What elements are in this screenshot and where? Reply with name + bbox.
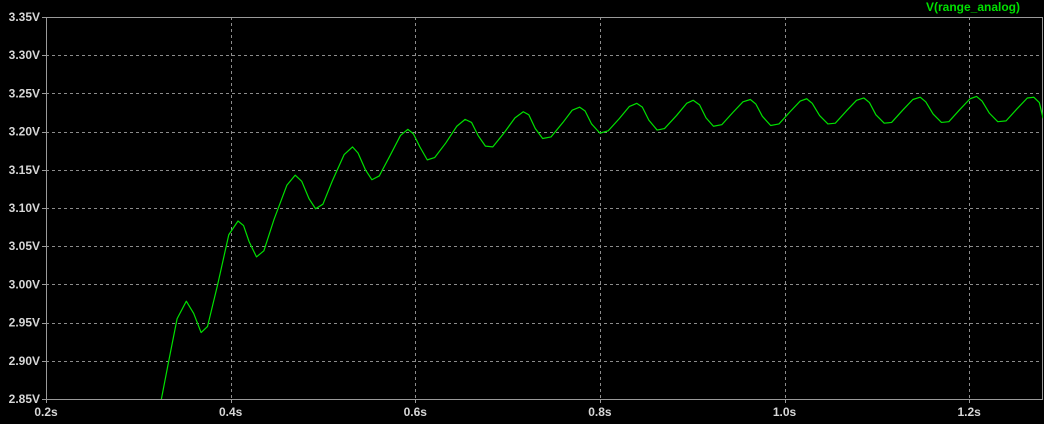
trace-layer bbox=[160, 95, 1044, 399]
x-tick-label: 1.2s bbox=[957, 405, 981, 419]
x-tick-label: 0.8s bbox=[588, 405, 612, 419]
x-tick-label: 0.6s bbox=[404, 405, 428, 419]
y-tick-label: 3.30V bbox=[9, 48, 40, 62]
y-tick-label: 3.05V bbox=[9, 239, 40, 253]
axis-ticks: 2.85V 2.90V 2.95V 3.00V 3.05V 3.10V 3.15V 3.20V… bbox=[9, 10, 982, 419]
plot-frame bbox=[46, 17, 1043, 400]
y-tick-label: 2.90V bbox=[9, 354, 40, 368]
x-tick-label: 0.4s bbox=[219, 405, 243, 419]
y-tick-label: 3.35V bbox=[9, 10, 40, 24]
grid bbox=[46, 17, 1043, 399]
y-tick-label: 2.95V bbox=[9, 316, 40, 330]
y-tick-label: 3.00V bbox=[9, 277, 40, 291]
plot-border bbox=[46, 17, 1043, 400]
x-tick-label: 0.2s bbox=[34, 405, 58, 419]
y-tick-label: 3.10V bbox=[9, 201, 40, 215]
legend-label[interactable]: V(range_analog) bbox=[926, 0, 1020, 14]
y-tick-label: 3.25V bbox=[9, 86, 40, 100]
y-tick-label: 3.20V bbox=[9, 125, 40, 139]
x-tick-label: 1.0s bbox=[773, 405, 797, 419]
y-tick-label: 2.85V bbox=[9, 392, 40, 406]
series-line[interactable] bbox=[160, 95, 1044, 399]
y-tick-label: 3.15V bbox=[9, 163, 40, 177]
